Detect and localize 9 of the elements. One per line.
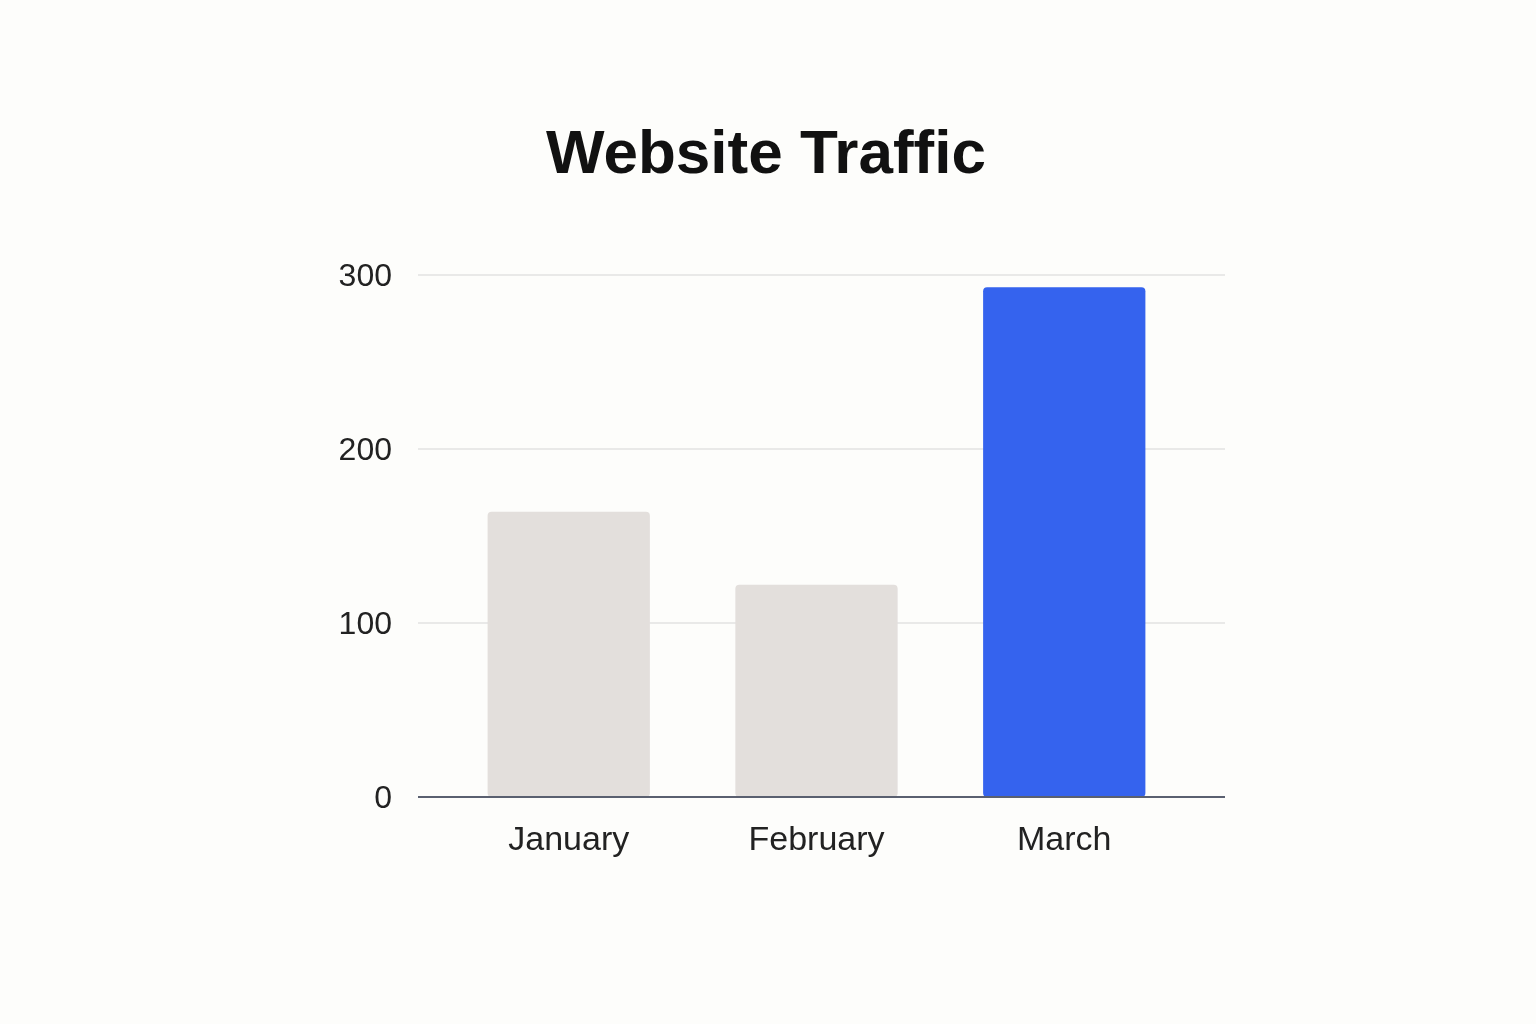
x-tick-label: February bbox=[748, 819, 885, 857]
y-tick-label: 0 bbox=[374, 779, 392, 816]
y-tick-label: 300 bbox=[338, 257, 392, 294]
x-tick-label: March bbox=[1017, 819, 1112, 857]
chart-title: Website Traffic bbox=[546, 117, 986, 186]
bar bbox=[983, 287, 1146, 797]
y-tick-label: 200 bbox=[338, 431, 392, 468]
y-tick-label: 100 bbox=[338, 605, 392, 642]
x-tick-label: January bbox=[508, 819, 630, 857]
